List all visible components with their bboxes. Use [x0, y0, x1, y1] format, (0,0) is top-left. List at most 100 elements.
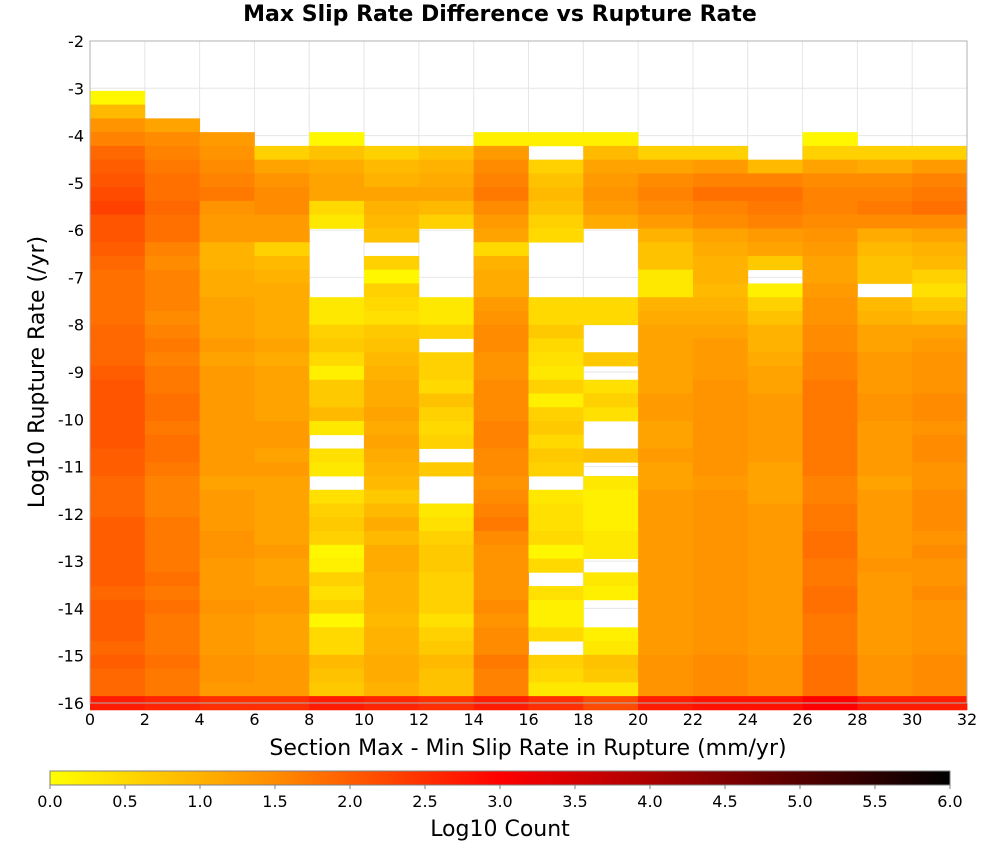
heatmap-cell: [802, 255, 858, 271]
heatmap-cell: [802, 338, 858, 353]
heatmap-cell: [802, 641, 858, 656]
heatmap-cell: [857, 682, 913, 697]
heatmap-cell: [254, 407, 310, 422]
heatmap-cell: [528, 599, 584, 614]
heatmap-cell: [638, 145, 694, 161]
heatmap-cell: [199, 352, 255, 367]
heatmap-cell: [90, 393, 146, 408]
heatmap-cell: [309, 379, 365, 394]
x-axis-label: Section Max - Min Slip Rate in Rupture (…: [269, 736, 786, 761]
heatmap-cell: [473, 586, 529, 601]
heatmap-cell: [692, 558, 749, 573]
heatmap-cell: [418, 173, 475, 188]
heatmap-cell: [583, 627, 639, 642]
heatmap-cell: [199, 310, 255, 326]
heatmap-cell: [692, 242, 749, 257]
heatmap-cell: [418, 627, 475, 642]
heatmap-cell: [473, 613, 529, 628]
heatmap-cell: [747, 200, 803, 216]
x-tick-label: 20: [628, 710, 648, 729]
heatmap-cell: [254, 476, 310, 491]
heatmap-cell: [144, 544, 201, 559]
heatmap-cell: [583, 448, 639, 463]
heatmap-cell: [912, 517, 968, 532]
heatmap-cell: [254, 145, 310, 161]
heatmap-cell: [144, 407, 201, 422]
heatmap-cell: [857, 448, 913, 463]
colorbar-tick-label: 0.5: [112, 792, 137, 811]
heatmap-cell: [144, 641, 201, 656]
x-tick-label: 18: [573, 710, 593, 729]
heatmap-cell: [638, 599, 694, 614]
heatmap-cell: [912, 255, 968, 271]
heatmap-cell: [199, 228, 255, 243]
y-tick-label: -9: [68, 363, 84, 382]
heatmap-cell: [857, 173, 913, 188]
heatmap-cell: [199, 544, 255, 559]
heatmap-cell: [418, 613, 475, 628]
heatmap-cell: [418, 544, 475, 559]
heatmap-cell: [912, 531, 968, 546]
heatmap-cell: [638, 365, 694, 381]
heatmap-cell: [254, 462, 310, 477]
heatmap-cell: [254, 365, 310, 381]
y-axis: -2 -3 -4 -5 -6 -7 -8 -9 -10 -11 -12 -13 -14 -15 -16: [58, 32, 84, 713]
heatmap-cell: [199, 448, 255, 463]
heatmap-cell: [528, 517, 584, 532]
heatmap-cell: [418, 668, 475, 683]
heatmap-cell: [692, 283, 749, 298]
heatmap-cell: [692, 338, 749, 353]
heatmap-cell: [747, 407, 803, 422]
heatmap-cell: [528, 173, 584, 188]
heatmap-cell: [528, 462, 584, 477]
y-axis-label: Log10 Rupture Rate (/yr): [25, 236, 50, 508]
heatmap-cell: [802, 393, 858, 408]
heatmap-cell: [199, 599, 255, 614]
heatmap-cell: [254, 159, 310, 174]
colorbar-tick-label: 2.5: [412, 792, 437, 811]
heatmap-cell: [912, 613, 968, 628]
heatmap-cell: [364, 682, 420, 697]
heatmap-cell: [638, 489, 694, 504]
heatmap-cell: [199, 627, 255, 642]
heatmap-cell: [583, 668, 639, 683]
y-tick-label: -11: [58, 458, 84, 477]
heatmap-cell: [254, 613, 310, 628]
heatmap-cell: [144, 214, 201, 229]
heatmap-cell: [857, 421, 913, 436]
heatmap-cell: [90, 531, 146, 546]
x-tick-label: 10: [354, 710, 374, 729]
heatmap-cell: [692, 434, 749, 449]
heatmap-cell: [802, 379, 858, 394]
heatmap-cell: [364, 627, 420, 642]
heatmap-cell: [418, 641, 475, 656]
heatmap-cell: [473, 187, 529, 202]
heatmap-cell: [747, 599, 803, 614]
heatmap-cell: [802, 503, 858, 518]
heatmap-cell: [638, 393, 694, 408]
heatmap-cell: [144, 379, 201, 394]
heatmap-cell: [473, 393, 529, 408]
heatmap-cell: [583, 297, 639, 312]
heatmap-cell: [747, 572, 803, 587]
heatmap-cell: [418, 503, 475, 518]
heatmap-cell: [583, 310, 639, 326]
heatmap-cell: [90, 503, 146, 518]
heatmap-cell: [90, 434, 146, 449]
heatmap-cell: [528, 338, 584, 353]
heatmap-cell: [254, 448, 310, 463]
heatmap-cell: [583, 214, 639, 229]
heatmap-cell: [692, 187, 749, 202]
heatmap-cell: [364, 421, 420, 436]
heatmap-cell: [638, 558, 694, 573]
heatmap-cell: [473, 379, 529, 394]
heatmap-cell: [857, 338, 913, 353]
heatmap-cell: [364, 654, 420, 670]
heatmap-cell: [747, 544, 803, 559]
heatmap-cell: [418, 187, 475, 202]
heatmap-cell: [747, 242, 803, 257]
heatmap-cell: [747, 586, 803, 601]
heatmap-cell: [638, 641, 694, 656]
heatmap-cell: [309, 517, 365, 532]
heatmap-cell: [912, 586, 968, 601]
